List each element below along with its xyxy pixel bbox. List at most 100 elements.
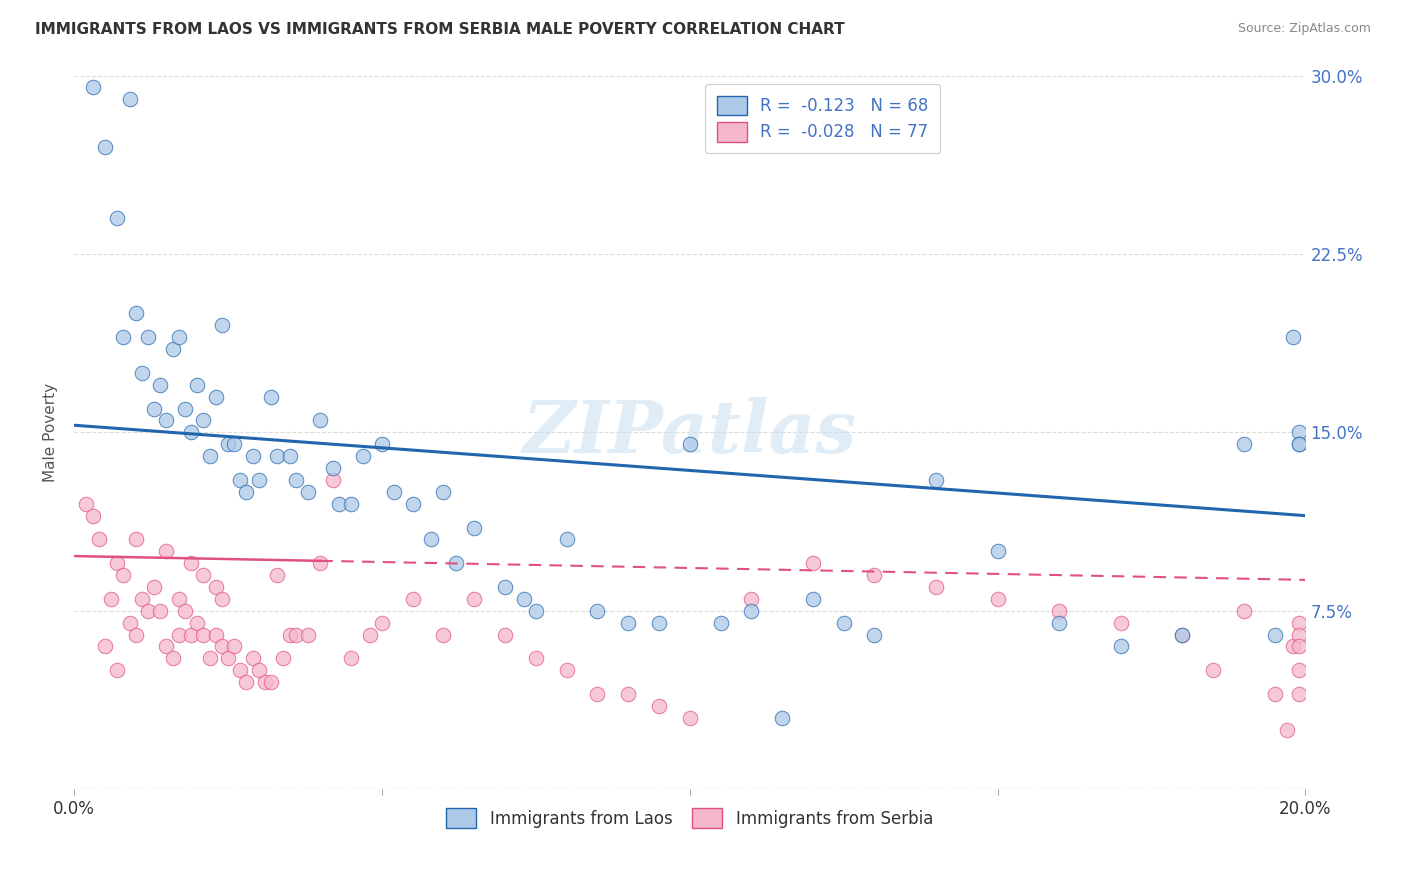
Point <box>420 533 443 547</box>
Point <box>1202 663 1225 677</box>
Point <box>925 580 948 594</box>
Point <box>524 651 547 665</box>
Point <box>801 591 824 606</box>
Point <box>167 330 190 344</box>
Point <box>193 413 215 427</box>
Point <box>679 437 702 451</box>
Point <box>987 544 1010 558</box>
Point <box>382 484 405 499</box>
Point <box>1288 425 1310 440</box>
Point <box>198 449 221 463</box>
Point <box>143 580 166 594</box>
Point <box>863 627 886 641</box>
Point <box>204 627 226 641</box>
Point <box>131 366 153 380</box>
Point <box>1171 627 1194 641</box>
Point <box>402 497 425 511</box>
Point <box>1109 640 1132 654</box>
Point <box>1282 640 1305 654</box>
Point <box>180 627 202 641</box>
Point <box>679 711 702 725</box>
Point <box>402 591 425 606</box>
Point <box>444 556 467 570</box>
Point <box>87 533 110 547</box>
Point <box>1233 604 1256 618</box>
Point <box>555 533 578 547</box>
Point <box>229 663 252 677</box>
Point <box>217 651 239 665</box>
Point <box>118 615 141 630</box>
Point <box>266 449 288 463</box>
Point <box>112 330 135 344</box>
Point <box>309 556 332 570</box>
Point <box>432 484 454 499</box>
Point <box>555 663 578 677</box>
Point <box>75 497 97 511</box>
Point <box>463 520 485 534</box>
Point <box>124 306 146 320</box>
Point <box>224 437 246 451</box>
Point <box>328 497 350 511</box>
Point <box>174 604 197 618</box>
Point <box>1275 723 1298 737</box>
Point <box>105 211 128 226</box>
Point <box>1109 615 1132 630</box>
Point <box>118 92 141 106</box>
Point <box>648 615 671 630</box>
Point <box>136 330 159 344</box>
Point <box>709 615 731 630</box>
Point <box>253 675 276 690</box>
Point <box>155 640 177 654</box>
Point <box>273 651 295 665</box>
Point <box>1288 663 1310 677</box>
Point <box>297 627 319 641</box>
Point <box>1047 604 1070 618</box>
Legend: Immigrants from Laos, Immigrants from Serbia: Immigrants from Laos, Immigrants from Se… <box>440 802 939 834</box>
Point <box>211 640 233 654</box>
Point <box>217 437 239 451</box>
Point <box>136 604 159 618</box>
Point <box>463 591 485 606</box>
Point <box>155 544 177 558</box>
Point <box>105 663 128 677</box>
Point <box>100 591 122 606</box>
Point <box>82 508 104 523</box>
Point <box>235 675 257 690</box>
Point <box>94 140 117 154</box>
Point <box>278 449 301 463</box>
Point <box>155 413 177 427</box>
Point <box>340 497 363 511</box>
Point <box>770 711 793 725</box>
Text: IMMIGRANTS FROM LAOS VS IMMIGRANTS FROM SERBIA MALE POVERTY CORRELATION CHART: IMMIGRANTS FROM LAOS VS IMMIGRANTS FROM … <box>35 22 845 37</box>
Point <box>266 568 288 582</box>
Point <box>186 377 208 392</box>
Point <box>204 580 226 594</box>
Point <box>94 640 117 654</box>
Point <box>112 568 135 582</box>
Point <box>322 473 344 487</box>
Point <box>167 627 190 641</box>
Point <box>211 591 233 606</box>
Point <box>1288 687 1310 701</box>
Point <box>1288 615 1310 630</box>
Point <box>211 318 233 333</box>
Point <box>1264 627 1286 641</box>
Text: Source: ZipAtlas.com: Source: ZipAtlas.com <box>1237 22 1371 36</box>
Point <box>105 556 128 570</box>
Point <box>235 484 257 499</box>
Point <box>143 401 166 416</box>
Point <box>1047 615 1070 630</box>
Point <box>352 449 374 463</box>
Point <box>180 556 202 570</box>
Point <box>297 484 319 499</box>
Point <box>863 568 886 582</box>
Point <box>198 651 221 665</box>
Point <box>174 401 197 416</box>
Point <box>1264 687 1286 701</box>
Point <box>1171 627 1194 641</box>
Point <box>1288 627 1310 641</box>
Point <box>242 651 264 665</box>
Point <box>1233 437 1256 451</box>
Point <box>740 604 762 618</box>
Point <box>1288 640 1310 654</box>
